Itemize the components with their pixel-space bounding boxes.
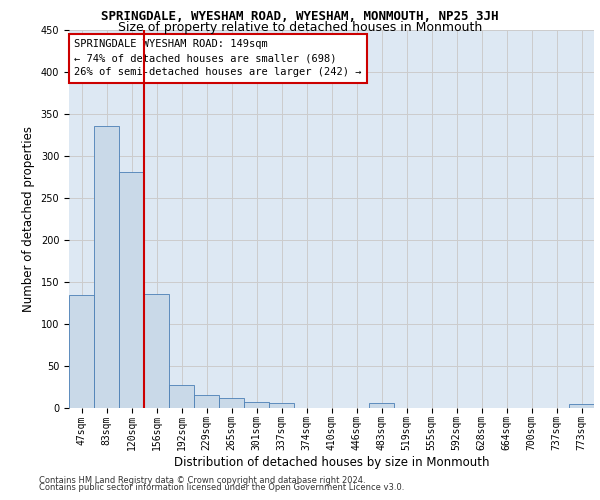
Bar xyxy=(369,404,394,407)
Y-axis label: Number of detached properties: Number of detached properties xyxy=(22,126,35,312)
Text: Contains public sector information licensed under the Open Government Licence v3: Contains public sector information licen… xyxy=(39,484,404,492)
Text: Size of property relative to detached houses in Monmouth: Size of property relative to detached ho… xyxy=(118,21,482,34)
Bar xyxy=(219,398,244,407)
Bar xyxy=(194,395,219,407)
Bar xyxy=(269,404,294,407)
Bar xyxy=(169,385,194,407)
Bar xyxy=(569,404,594,407)
Text: Contains HM Land Registry data © Crown copyright and database right 2024.: Contains HM Land Registry data © Crown c… xyxy=(39,476,365,485)
Bar xyxy=(94,126,119,408)
Text: SPRINGDALE, WYESHAM ROAD, WYESHAM, MONMOUTH, NP25 3JH: SPRINGDALE, WYESHAM ROAD, WYESHAM, MONMO… xyxy=(101,10,499,23)
Bar xyxy=(69,295,94,408)
X-axis label: Distribution of detached houses by size in Monmouth: Distribution of detached houses by size … xyxy=(174,456,489,469)
Bar xyxy=(119,172,144,408)
Text: SPRINGDALE WYESHAM ROAD: 149sqm
← 74% of detached houses are smaller (698)
26% o: SPRINGDALE WYESHAM ROAD: 149sqm ← 74% of… xyxy=(74,40,362,78)
Bar xyxy=(244,402,269,407)
Bar xyxy=(144,294,169,408)
